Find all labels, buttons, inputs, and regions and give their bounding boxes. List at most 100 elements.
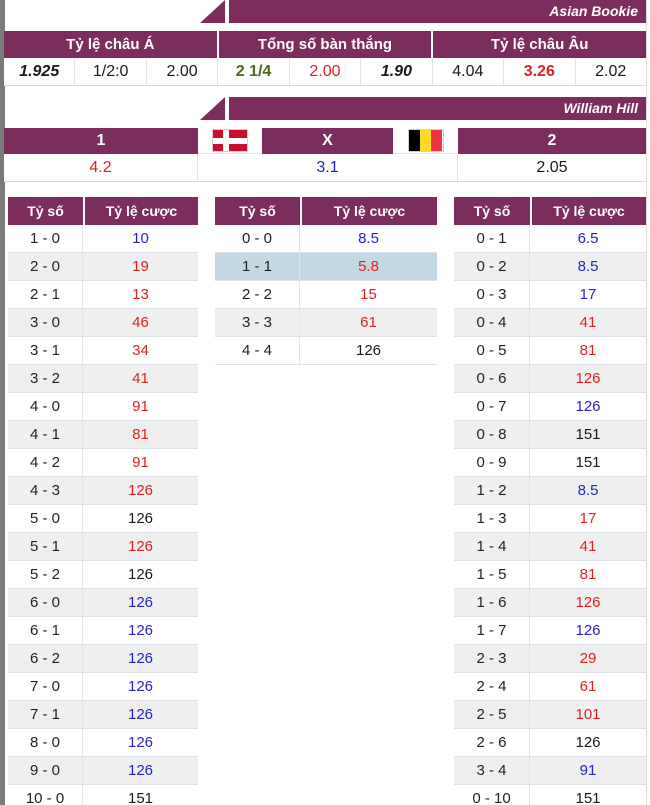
- table-row: 7 - 0 126: [8, 673, 198, 701]
- score-label: 0 - 0: [215, 225, 300, 252]
- odds-value[interactable]: 41: [132, 370, 149, 387]
- odds-value[interactable]: 126: [127, 538, 154, 555]
- odds-value[interactable]: 126: [575, 734, 601, 751]
- away-header: 2: [458, 128, 646, 154]
- odds-value[interactable]: 61: [360, 314, 377, 331]
- score-label: 0 - 7: [454, 393, 530, 420]
- odds-value[interactable]: 91: [132, 398, 149, 415]
- odds-value[interactable]: 151: [575, 790, 601, 805]
- home-odds-value[interactable]: 4.2: [4, 154, 198, 181]
- odds-value[interactable]: 81: [579, 342, 597, 359]
- odds-value[interactable]: 17: [579, 510, 597, 527]
- score-label: 5 - 2: [8, 561, 83, 588]
- odds-value[interactable]: 151: [575, 454, 601, 471]
- odds-value[interactable]: 15: [360, 286, 377, 303]
- odds-value[interactable]: 91: [132, 454, 149, 471]
- table-row: 3 - 2 41: [8, 365, 198, 393]
- score-label: 10 - 0: [8, 785, 83, 805]
- odds-value[interactable]: 126: [575, 594, 601, 611]
- asian-odds-value-8[interactable]: 2.02: [575, 58, 646, 85]
- asian-odds-value-3[interactable]: 2 1/4: [218, 58, 290, 85]
- belgium-flag: [407, 129, 444, 152]
- table-row: 2 - 0 19: [8, 253, 198, 281]
- score-label: 5 - 0: [8, 505, 83, 532]
- odds-value[interactable]: 151: [127, 790, 154, 805]
- draw-odds-value[interactable]: 3.1: [198, 154, 458, 181]
- score-label: 1 - 1: [215, 253, 300, 280]
- odds-value[interactable]: 10: [132, 230, 149, 247]
- odds-value[interactable]: 151: [575, 426, 601, 443]
- asian-odds-header-row: Tỷ lệ châu Á Tổng số bàn thắng Tỷ lệ châ…: [4, 31, 647, 58]
- odds-value[interactable]: 34: [132, 342, 149, 359]
- odds-value[interactable]: 126: [127, 678, 154, 695]
- score-label: 0 - 9: [454, 449, 530, 476]
- score-table-header-row: Tỷ số Tỷ lệ cược: [215, 197, 437, 225]
- asian-handicap-header: Tỷ lệ châu Á: [4, 31, 217, 58]
- odds-value[interactable]: 8.5: [358, 230, 379, 247]
- odds-value[interactable]: 61: [579, 678, 597, 695]
- odds-value[interactable]: 126: [127, 650, 154, 667]
- table-row: 2 - 5 101: [454, 701, 646, 729]
- score-column-header: Tỷ số: [215, 197, 300, 225]
- table-row: 2 - 4 61: [454, 673, 646, 701]
- odds-value[interactable]: 126: [127, 762, 154, 779]
- odds-value[interactable]: 126: [127, 706, 154, 723]
- odds-value[interactable]: 126: [575, 622, 601, 639]
- total-goals-header: Tổng số bàn thắng: [218, 31, 432, 58]
- odds-value[interactable]: 6.5: [577, 230, 599, 247]
- score-label: 6 - 1: [8, 617, 83, 644]
- draw-header: X: [262, 128, 393, 154]
- odds-value[interactable]: 5.8: [358, 258, 379, 275]
- asian-odds-value-5[interactable]: 1.90: [361, 58, 433, 85]
- odds-value[interactable]: 126: [355, 342, 382, 359]
- score-label: 0 - 2: [454, 253, 530, 280]
- odds-value[interactable]: 126: [575, 370, 601, 387]
- score-label: 1 - 7: [454, 617, 530, 644]
- table-row: 1 - 2 8.5: [454, 477, 646, 505]
- odds-value[interactable]: 126: [127, 482, 154, 499]
- score-label: 4 - 3: [8, 477, 83, 504]
- odds-value[interactable]: 126: [127, 594, 154, 611]
- table-row: 2 - 1 13: [8, 281, 198, 309]
- odds-value[interactable]: 126: [127, 622, 154, 639]
- away-odds-value[interactable]: 2.05: [458, 154, 646, 181]
- odds-value[interactable]: 126: [127, 734, 154, 751]
- odds-value[interactable]: 19: [132, 258, 149, 275]
- odds-value[interactable]: 29: [579, 650, 597, 667]
- odds-value[interactable]: 81: [579, 566, 597, 583]
- table-row: 2 - 2 15: [215, 281, 437, 309]
- score-table-draw: Tỷ số Tỷ lệ cược 0 - 0 8.5 1 - 1 5.8 2 - 2 15 3 …: [215, 197, 437, 365]
- score-label: 0 - 5: [454, 337, 530, 364]
- asian-odds-value-7[interactable]: 3.26: [504, 58, 576, 85]
- odds-value[interactable]: 126: [127, 566, 154, 583]
- odds-value[interactable]: 126: [127, 510, 154, 527]
- table-row: 1 - 0 10: [8, 225, 198, 253]
- asian-odds-value-2[interactable]: 2.00: [146, 58, 219, 85]
- odds-value[interactable]: 101: [575, 706, 601, 723]
- odds-value[interactable]: 41: [579, 538, 597, 555]
- odds-value[interactable]: 8.5: [577, 258, 599, 275]
- odds-value[interactable]: 8.5: [577, 482, 599, 499]
- odds-value[interactable]: 91: [579, 762, 597, 779]
- table-row: 0 - 1 6.5: [454, 225, 646, 253]
- odds-value[interactable]: 126: [575, 398, 601, 415]
- odds-value[interactable]: 46: [132, 314, 149, 331]
- asian-odds-value-1[interactable]: 1/2:0: [75, 58, 147, 85]
- odds-value[interactable]: 13: [132, 286, 149, 303]
- score-label: 4 - 1: [8, 421, 83, 448]
- table-row: 1 - 5 81: [454, 561, 646, 589]
- asian-odds-value-4[interactable]: 2.00: [289, 58, 362, 85]
- score-column-header: Tỷ số: [454, 197, 530, 225]
- score-label: 3 - 0: [8, 309, 83, 336]
- score-label: 2 - 4: [454, 673, 530, 700]
- score-label: 2 - 2: [215, 281, 300, 308]
- score-label: 9 - 0: [8, 757, 83, 784]
- score-label: 3 - 1: [8, 337, 83, 364]
- odds-value[interactable]: 81: [132, 426, 149, 443]
- odds-value[interactable]: 17: [579, 286, 597, 303]
- score-label: 1 - 3: [454, 505, 530, 532]
- asian-odds-value-0[interactable]: 1.925: [4, 58, 76, 85]
- odds-value[interactable]: 41: [579, 314, 597, 331]
- asian-odds-value-6[interactable]: 4.04: [432, 58, 505, 85]
- home-header: 1: [4, 128, 198, 154]
